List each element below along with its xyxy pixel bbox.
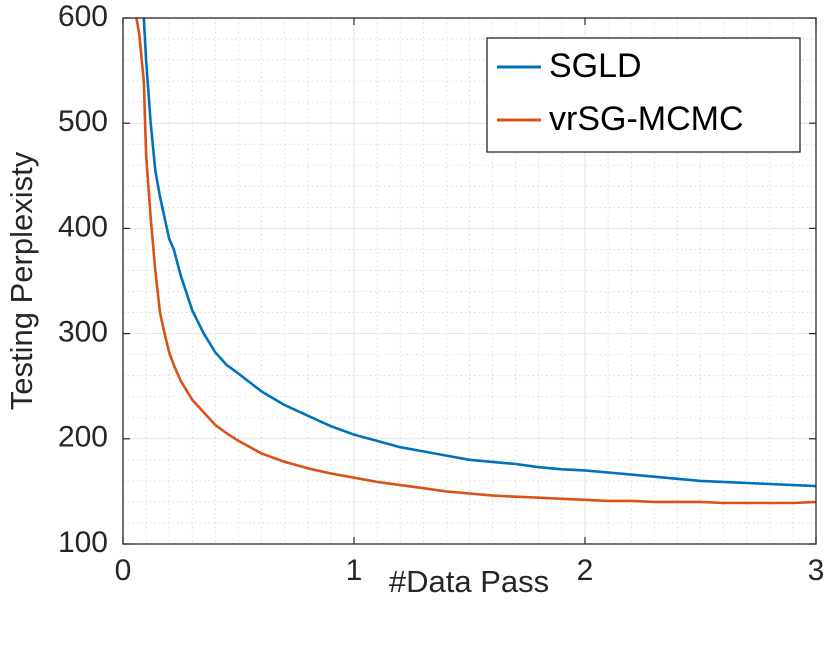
y-tick-label: 500 <box>58 105 108 138</box>
legend: SGLD vrSG-MCMC <box>486 37 801 153</box>
y-tick-labels: 100 200 300 400 500 600 <box>58 0 108 559</box>
series-line-vrsg-mcmc <box>135 18 816 505</box>
y-tick-label: 300 <box>58 316 108 349</box>
legend-box <box>486 37 801 153</box>
series-line-sgld <box>142 18 816 488</box>
y-axis-title: Testing Perplexisty <box>4 151 39 410</box>
y-tick-label: 600 <box>58 0 108 33</box>
tick-marks <box>122 17 817 545</box>
x-tick-label: 1 <box>346 554 363 587</box>
series-layer <box>135 18 816 505</box>
legend-label-sgld: SGLD <box>549 47 642 85</box>
legend-label-vrsg-mcmc: vrSG-MCMC <box>549 100 744 138</box>
y-tick-label: 400 <box>58 210 108 243</box>
plot-frame <box>122 17 817 545</box>
y-tick-label: 200 <box>58 421 108 454</box>
x-axis-title: #Data Pass <box>389 564 549 599</box>
x-tick-labels: 0 1 2 3 <box>115 554 825 587</box>
y-tick-label: 100 <box>58 526 108 559</box>
x-tick-label: 3 <box>808 554 825 587</box>
x-tick-label: 2 <box>577 554 594 587</box>
x-tick-label: 0 <box>115 554 132 587</box>
